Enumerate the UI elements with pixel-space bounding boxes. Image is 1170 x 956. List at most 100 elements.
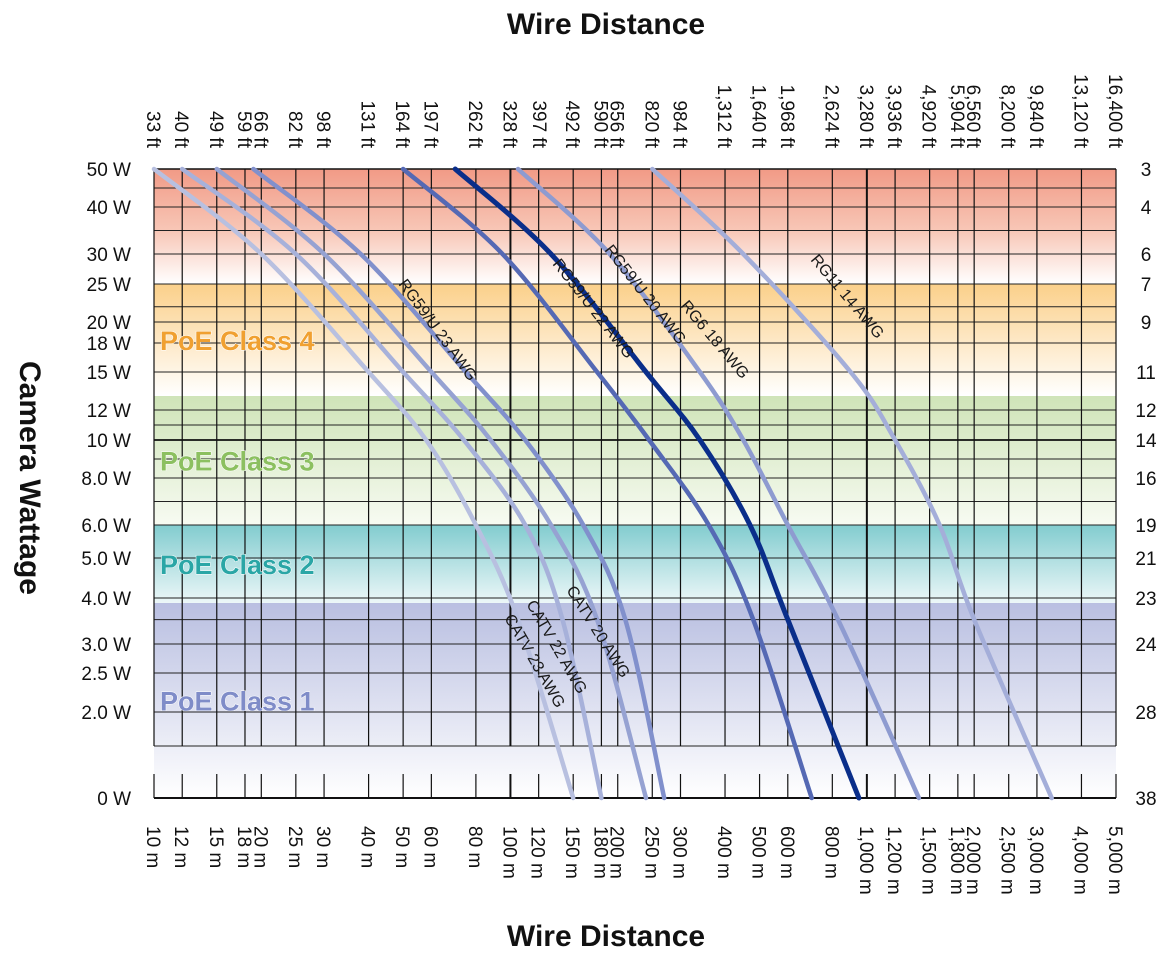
right-axis-label: 24 — [1135, 635, 1157, 656]
x-axis-bottom-ticks: 10 m 12 m 15 m 18 m20 m 25 m 30 m 40 m 50 m 60 m… — [142, 826, 1125, 895]
y-tick-label: 25 W — [87, 275, 131, 296]
y-tick-label: 40 W — [87, 198, 131, 219]
x-top-tick-label: 397 ft — [528, 100, 549, 148]
y-tick-label: 15 W — [87, 363, 131, 384]
x-top-tick-label: 8,200 ft — [997, 85, 1018, 149]
bottom-axis-title: Wire Distance — [507, 920, 705, 953]
x-bottom-tick-label: 100 m — [498, 826, 519, 879]
x-top-tick-label: 82 ft — [284, 111, 305, 149]
x-bottom-tick-label: 5,000 m — [1104, 826, 1125, 895]
x-top-tick-label: 40 ft — [170, 111, 191, 149]
y-axis-right-ticks: 38 28 24 23 21 19 16 14 12 11 9 7 6 4 3 — [1135, 160, 1157, 810]
x-bottom-tick-label: 1,000 m — [855, 826, 876, 895]
band-over-25w — [154, 169, 1116, 284]
top-axis-title: Wire Distance — [507, 8, 705, 41]
poe-class-label: PoE Class 4 — [160, 326, 315, 356]
x-top-tick-label: 1,968 ft — [776, 85, 797, 149]
y-tick-label: 18 W — [87, 334, 131, 355]
y-tick-label: 20 W — [87, 313, 131, 334]
x-bottom-tick-label: 3,000 m — [1025, 826, 1046, 895]
x-bottom-tick-label: 25 m — [284, 826, 305, 868]
x-bottom-tick-label: 10 m — [142, 826, 163, 868]
x-top-tick-label: 9,840 ft — [1025, 85, 1046, 149]
right-axis-label: 23 — [1135, 589, 1156, 610]
x-bottom-tick-label: 2,500 m — [997, 826, 1018, 895]
series-line-catv-22-awg — [179, 166, 604, 801]
series-line-rg59-u-22-awg — [400, 166, 814, 801]
x-top-tick-label: 1,312 ft — [713, 85, 734, 149]
y-tick-label: 3.0 W — [81, 635, 131, 656]
x-bottom-tick-label: 200 m — [606, 826, 627, 879]
right-axis-label: 11 — [1136, 363, 1156, 384]
y-tick-label: 5.0 W — [81, 549, 131, 570]
x-bottom-tick-label: 1,200 m — [883, 826, 904, 895]
x-bottom-tick-label: 600 m — [776, 826, 797, 879]
x-top-tick-label: 984 ft — [669, 100, 690, 148]
right-axis-label: 38 — [1135, 789, 1156, 810]
y-tick-label: 4.0 W — [81, 589, 131, 610]
y-tick-label: 10 W — [87, 431, 131, 452]
x-top-tick-label: 820 ft — [640, 100, 661, 148]
series-line-rg59-u-20-awg — [452, 166, 862, 801]
x-top-tick-label: 492 ft — [561, 100, 582, 148]
x-top-tick-label: 6,560 ft — [962, 85, 983, 149]
right-axis-label: 16 — [1135, 469, 1156, 490]
poe-class-label: PoE Class 1 — [160, 687, 315, 717]
x-top-tick-label: 13,120 ft — [1070, 74, 1091, 149]
x-top-tick-label: 59 ft — [233, 111, 254, 149]
right-axis-label: 4 — [1141, 198, 1152, 219]
series-line-rg6-18-awg — [515, 166, 922, 801]
x-bottom-tick-label: 18 m — [233, 826, 254, 868]
y-tick-label: 50 W — [87, 160, 131, 181]
x-top-tick-label: 131 ft — [357, 100, 378, 148]
x-bottom-tick-label: 40 m — [357, 826, 378, 868]
right-axis-label: 9 — [1141, 313, 1152, 334]
right-axis-label: 12 — [1135, 401, 1156, 422]
x-bottom-tick-label: 15 m — [205, 826, 226, 868]
cable-curves — [151, 166, 1054, 801]
x-bottom-tick-label: 500 m — [748, 826, 769, 879]
right-axis-label: 19 — [1135, 516, 1156, 537]
right-axis-label: 14 — [1135, 431, 1157, 452]
x-bottom-tick-label: 50 m — [391, 826, 412, 868]
x-top-tick-label: 262 ft — [464, 100, 485, 148]
x-bottom-tick-label: 30 m — [312, 826, 333, 868]
y-tick-label: 12 W — [87, 401, 131, 422]
x-bottom-tick-label: 400 m — [713, 826, 734, 879]
y-tick-label: 0 W — [97, 789, 131, 810]
x-bottom-tick-label: 1,500 m — [918, 826, 939, 895]
x-top-tick-label: 16,400 ft — [1104, 74, 1125, 149]
right-axis-label: 28 — [1135, 703, 1156, 724]
x-top-tick-label: 98 ft — [312, 111, 333, 149]
x-bottom-tick-label: 150 m — [561, 826, 582, 879]
y-tick-label: 2.5 W — [81, 664, 131, 685]
x-top-tick-label: 33 ft — [142, 111, 163, 149]
x-bottom-tick-label: 250 m — [640, 826, 661, 879]
x-bottom-tick-label: 120 m — [527, 826, 548, 879]
right-axis-label: 6 — [1141, 245, 1152, 266]
right-axis-label: 21 — [1135, 549, 1156, 570]
x-bottom-tick-label: 12 m — [170, 826, 191, 868]
x-top-tick-label: 197 ft — [419, 100, 440, 148]
right-axis-label: 7 — [1141, 275, 1152, 296]
x-top-tick-label: 4,920 ft — [918, 85, 939, 149]
x-bottom-tick-label: 60 m — [419, 826, 440, 868]
x-top-tick-label: 590 ft — [589, 100, 610, 148]
y-tick-label: 2.0 W — [81, 703, 131, 724]
series-line-rg11-14-awg — [650, 166, 1054, 801]
x-bottom-tick-label: 4,000 m — [1070, 826, 1091, 895]
x-top-tick-label: 1,640 ft — [748, 85, 769, 149]
x-top-tick-label: 2,624 ft — [820, 85, 841, 149]
grid — [153, 168, 1117, 799]
x-top-tick-label: 3,936 ft — [883, 85, 904, 149]
x-top-tick-label: 66 ft — [249, 111, 270, 149]
x-bottom-tick-label: 20 m — [249, 826, 270, 868]
series-line-catv-23-awg — [151, 166, 576, 801]
x-top-tick-label: 3,280 ft — [855, 85, 876, 149]
y-tick-label: 30 W — [87, 245, 131, 266]
x-bottom-tick-label: 800 m — [820, 826, 841, 879]
x-bottom-tick-label: 80 m — [464, 826, 485, 868]
x-top-tick-label: 49 ft — [205, 111, 226, 149]
